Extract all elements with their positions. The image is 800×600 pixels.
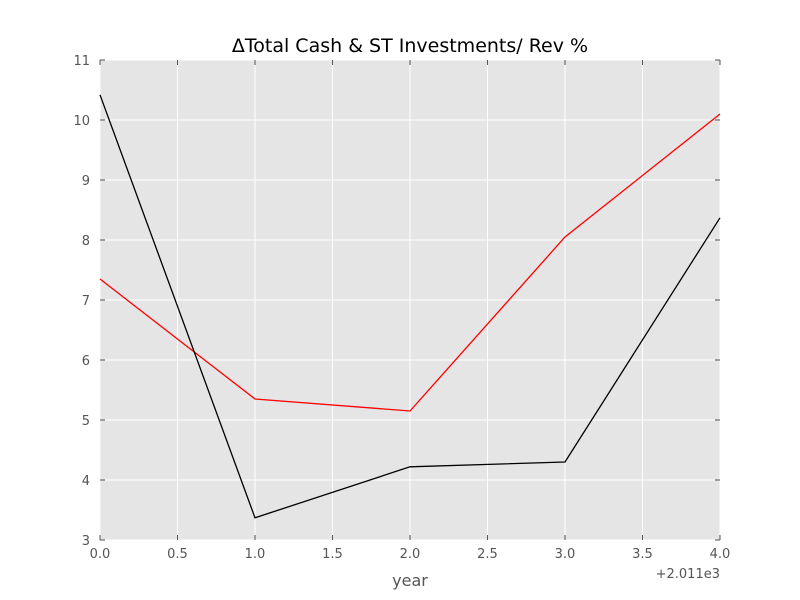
x-tick-label: 0.0 [90,547,111,562]
y-tick-label: 11 [73,54,90,69]
x-tick-label: 2.0 [400,547,421,562]
series-line-2 [99,94,721,519]
x-axis-offset-label: +2.011e3 [656,567,720,582]
x-tick-label: 1.5 [322,547,343,562]
y-tick-label: 7 [82,294,90,309]
x-tick-label: 2.5 [477,547,498,562]
y-tick-label: 8 [82,234,90,249]
y-tick-label: 6 [82,354,90,369]
chart-title: ΔTotal Cash & ST Investments/ Rev % [232,35,588,57]
series-group [99,94,721,519]
x-tick-label: 4.0 [710,547,731,562]
x-tick-label: 0.5 [167,547,188,562]
x-tick-label: 3.5 [632,547,653,562]
x-tick-label: 3.0 [555,547,576,562]
y-tick-label: 9 [82,174,90,189]
series-line-1 [99,113,721,412]
y-tick-label: 4 [82,474,90,489]
x-tick-label: 1.0 [245,547,266,562]
axis-ticks: 0.0 0.5 1.0 1.5 2.0 2.5 3.0 3.5 4.0 3 4 5 6 7 8 9 10 11 [73,54,730,562]
y-tick-label: 5 [82,414,90,429]
y-tick-label: 10 [73,114,90,129]
x-axis-label: year [392,571,428,590]
y-tick-label: 3 [82,534,90,549]
